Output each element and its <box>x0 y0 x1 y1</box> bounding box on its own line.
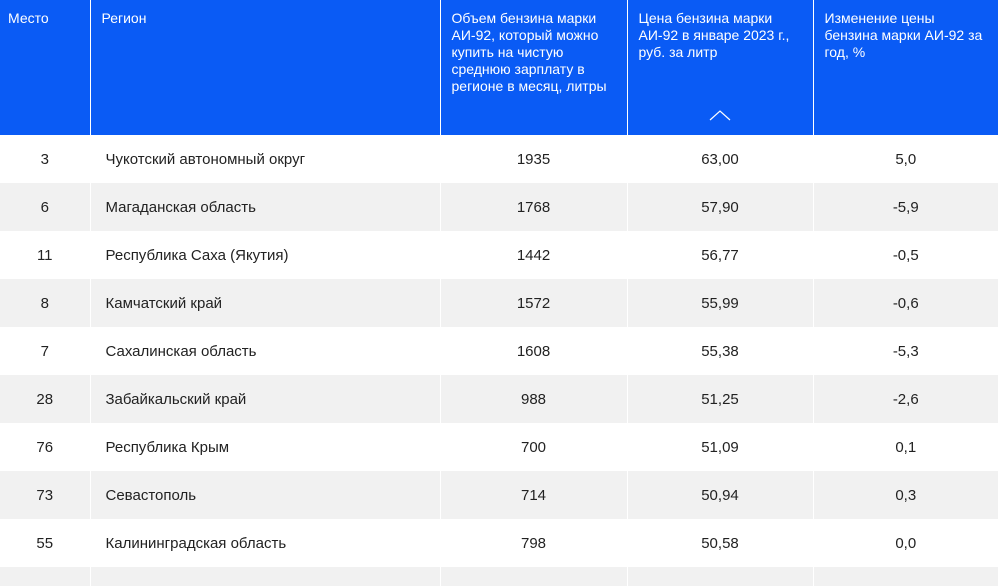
header-place[interactable]: Место <box>0 0 91 135</box>
cell-volume: 1608 <box>440 327 628 375</box>
table-header: Место Регион Объем бензина марки АИ-92, … <box>0 0 998 135</box>
cell-place: 6 <box>0 183 91 231</box>
header-price[interactable]: Цена бензина марки АИ-92 в январе 2023 г… <box>627 0 814 135</box>
header-region[interactable]: Регион <box>90 0 441 135</box>
cell-price: 56,77 <box>627 231 814 279</box>
chevron-up-icon[interactable] <box>709 109 731 121</box>
cell-volume: 1442 <box>440 231 628 279</box>
cell-volume: 1572 <box>440 279 628 327</box>
table-row: 6 Магаданская область 1768 57,90 -5,9 <box>0 183 998 231</box>
table-row: 76 Республика Крым 700 51,09 0,1 <box>0 423 998 471</box>
cell-price: 50,94 <box>627 471 814 519</box>
cell-change: 5,0 <box>813 135 998 183</box>
cell-volume: 700 <box>440 423 628 471</box>
cell-place: 8 <box>0 279 91 327</box>
cell-region: Калининградская область <box>90 519 441 567</box>
cell-place: 3 <box>0 135 91 183</box>
cell-volume: 798 <box>440 519 628 567</box>
cell-volume: 1768 <box>440 183 628 231</box>
cell-place: 28 <box>0 375 91 423</box>
cell-place: 11 <box>0 231 91 279</box>
header-volume[interactable]: Объем бензина марки АИ-92, который можно… <box>440 0 628 135</box>
cell-region: Республика Крым <box>90 423 441 471</box>
cell-change: -2,6 <box>813 375 998 423</box>
cell-place: 55 <box>0 519 91 567</box>
cell-change: -5,9 <box>813 183 998 231</box>
cell-price <box>627 567 814 586</box>
cell-change: -0,6 <box>813 279 998 327</box>
cell-price: 55,99 <box>627 279 814 327</box>
cell-change: -0,5 <box>813 231 998 279</box>
cell-place: 73 <box>0 471 91 519</box>
table-row: 55 Калининградская область 798 50,58 0,0 <box>0 519 998 567</box>
cell-region: Забайкальский край <box>90 375 441 423</box>
cell-price: 57,90 <box>627 183 814 231</box>
cell-price: 51,25 <box>627 375 814 423</box>
cell-region: Республика Саха (Якутия) <box>90 231 441 279</box>
cell-region: Сахалинская область <box>90 327 441 375</box>
table-row: 28 Забайкальский край 988 51,25 -2,6 <box>0 375 998 423</box>
cell-volume <box>440 567 628 586</box>
table-row: 8 Камчатский край 1572 55,99 -0,6 <box>0 279 998 327</box>
cell-place <box>0 567 91 586</box>
cell-region: Магаданская область <box>90 183 441 231</box>
cell-change: -5,3 <box>813 327 998 375</box>
cell-volume: 1935 <box>440 135 628 183</box>
cell-change <box>813 567 998 586</box>
cell-region: Севастополь <box>90 471 441 519</box>
header-change[interactable]: Изменение цены бензина марки АИ-92 за го… <box>813 0 998 135</box>
cell-place: 76 <box>0 423 91 471</box>
cell-volume: 714 <box>440 471 628 519</box>
cell-region: Чукотский автономный округ <box>90 135 441 183</box>
table-row: 11 Республика Саха (Якутия) 1442 56,77 -0,5 <box>0 231 998 279</box>
cell-region: Камчатский край <box>90 279 441 327</box>
table-row: 73 Севастополь 714 50,94 0,3 <box>0 471 998 519</box>
cell-price: 55,38 <box>627 327 814 375</box>
cell-price: 51,09 <box>627 423 814 471</box>
table-row: 7 Сахалинская область 1608 55,38 -5,3 <box>0 327 998 375</box>
table-row <box>0 567 998 586</box>
cell-region <box>90 567 441 586</box>
cell-change: 0,3 <box>813 471 998 519</box>
table-row: 3 Чукотский автономный округ 1935 63,00 5,0 <box>0 135 998 183</box>
cell-place: 7 <box>0 327 91 375</box>
cell-price: 63,00 <box>627 135 814 183</box>
cell-price: 50,58 <box>627 519 814 567</box>
cell-volume: 988 <box>440 375 628 423</box>
cell-change: 0,0 <box>813 519 998 567</box>
table-body: 3 Чукотский автономный округ 1935 63,00 5,0 6… <box>0 135 998 586</box>
cell-change: 0,1 <box>813 423 998 471</box>
